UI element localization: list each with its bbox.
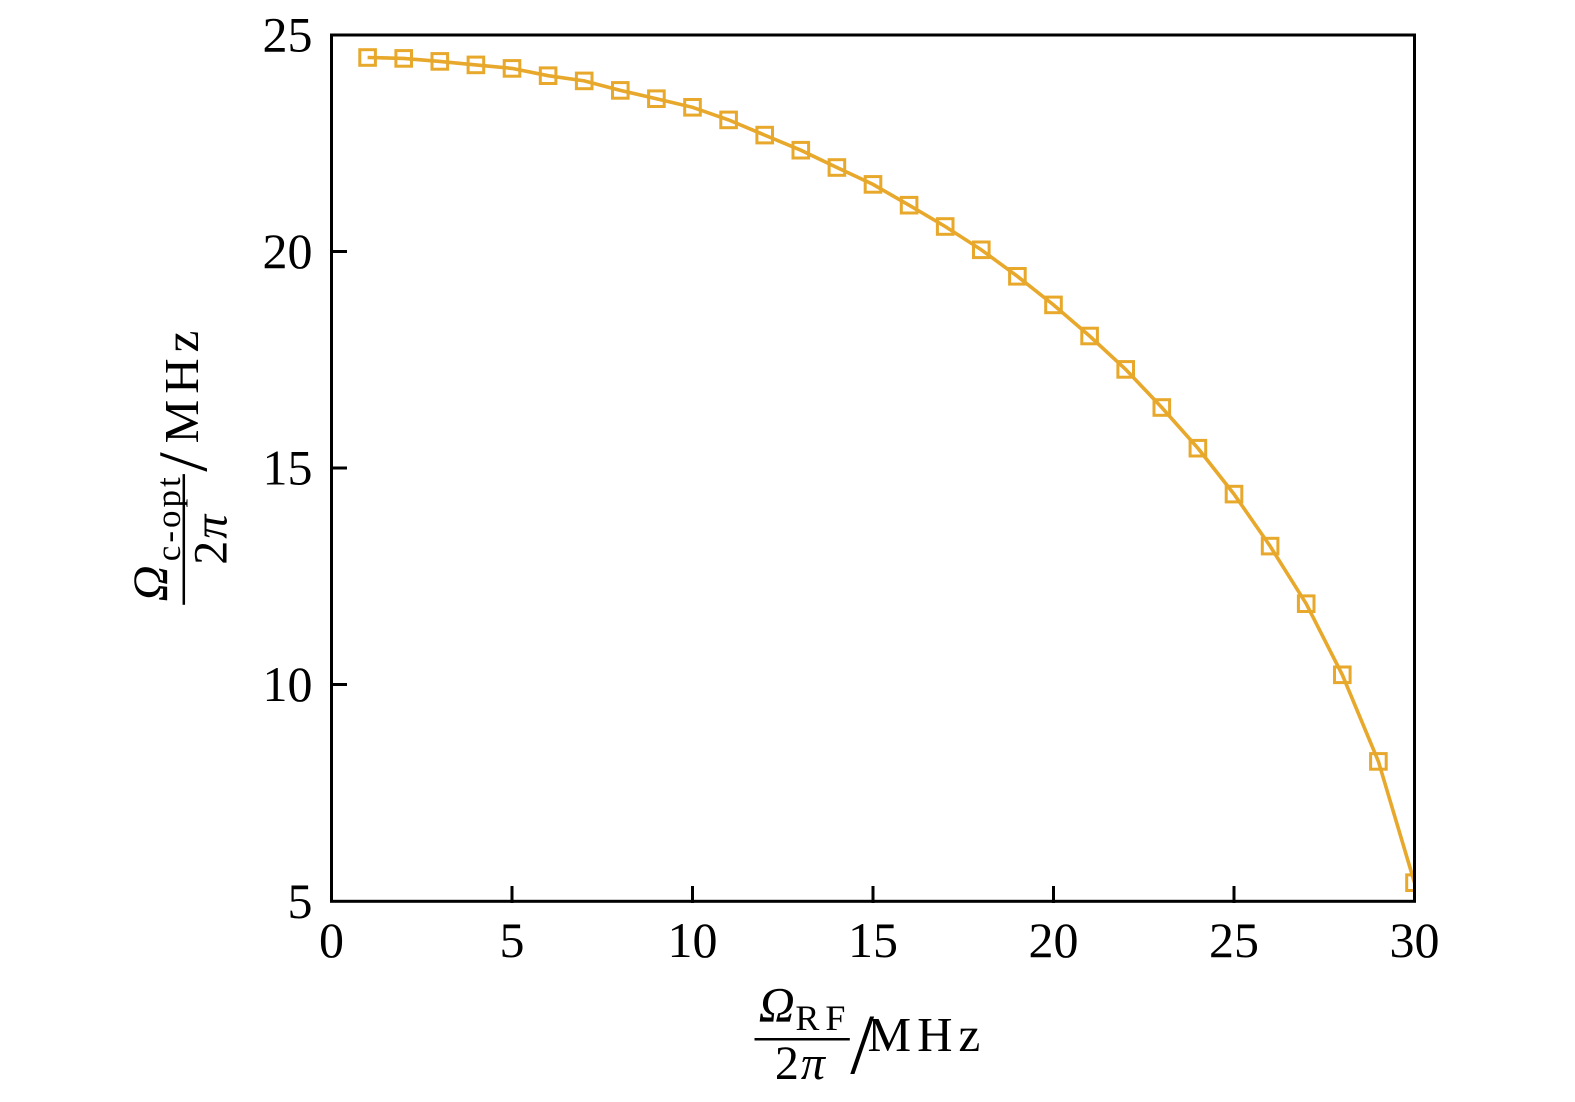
svg-text:25: 25 <box>263 7 313 63</box>
svg-text:Ω: Ω <box>122 565 178 601</box>
svg-text:30: 30 <box>1390 912 1440 968</box>
svg-text:5: 5 <box>500 912 525 968</box>
svg-text:c-opt: c-opt <box>149 474 188 561</box>
svg-text:MHz: MHz <box>154 325 209 444</box>
svg-text:2π: 2π <box>775 1037 827 1090</box>
svg-text:MHz: MHz <box>868 1007 987 1062</box>
svg-text:Ω: Ω <box>759 977 795 1033</box>
svg-text:10: 10 <box>263 656 313 712</box>
svg-text:0: 0 <box>319 912 344 968</box>
svg-text:25: 25 <box>1209 912 1259 968</box>
svg-text:/: / <box>145 452 222 472</box>
svg-text:15: 15 <box>848 912 898 968</box>
svg-text:20: 20 <box>1029 912 1079 968</box>
svg-text:2π: 2π <box>185 513 238 565</box>
svg-text:/: / <box>850 996 874 1092</box>
svg-text:5: 5 <box>288 873 313 929</box>
svg-text:10: 10 <box>668 912 718 968</box>
svg-text:15: 15 <box>263 440 313 496</box>
svg-text:20: 20 <box>263 223 313 279</box>
svg-text:RF: RF <box>795 998 851 1038</box>
